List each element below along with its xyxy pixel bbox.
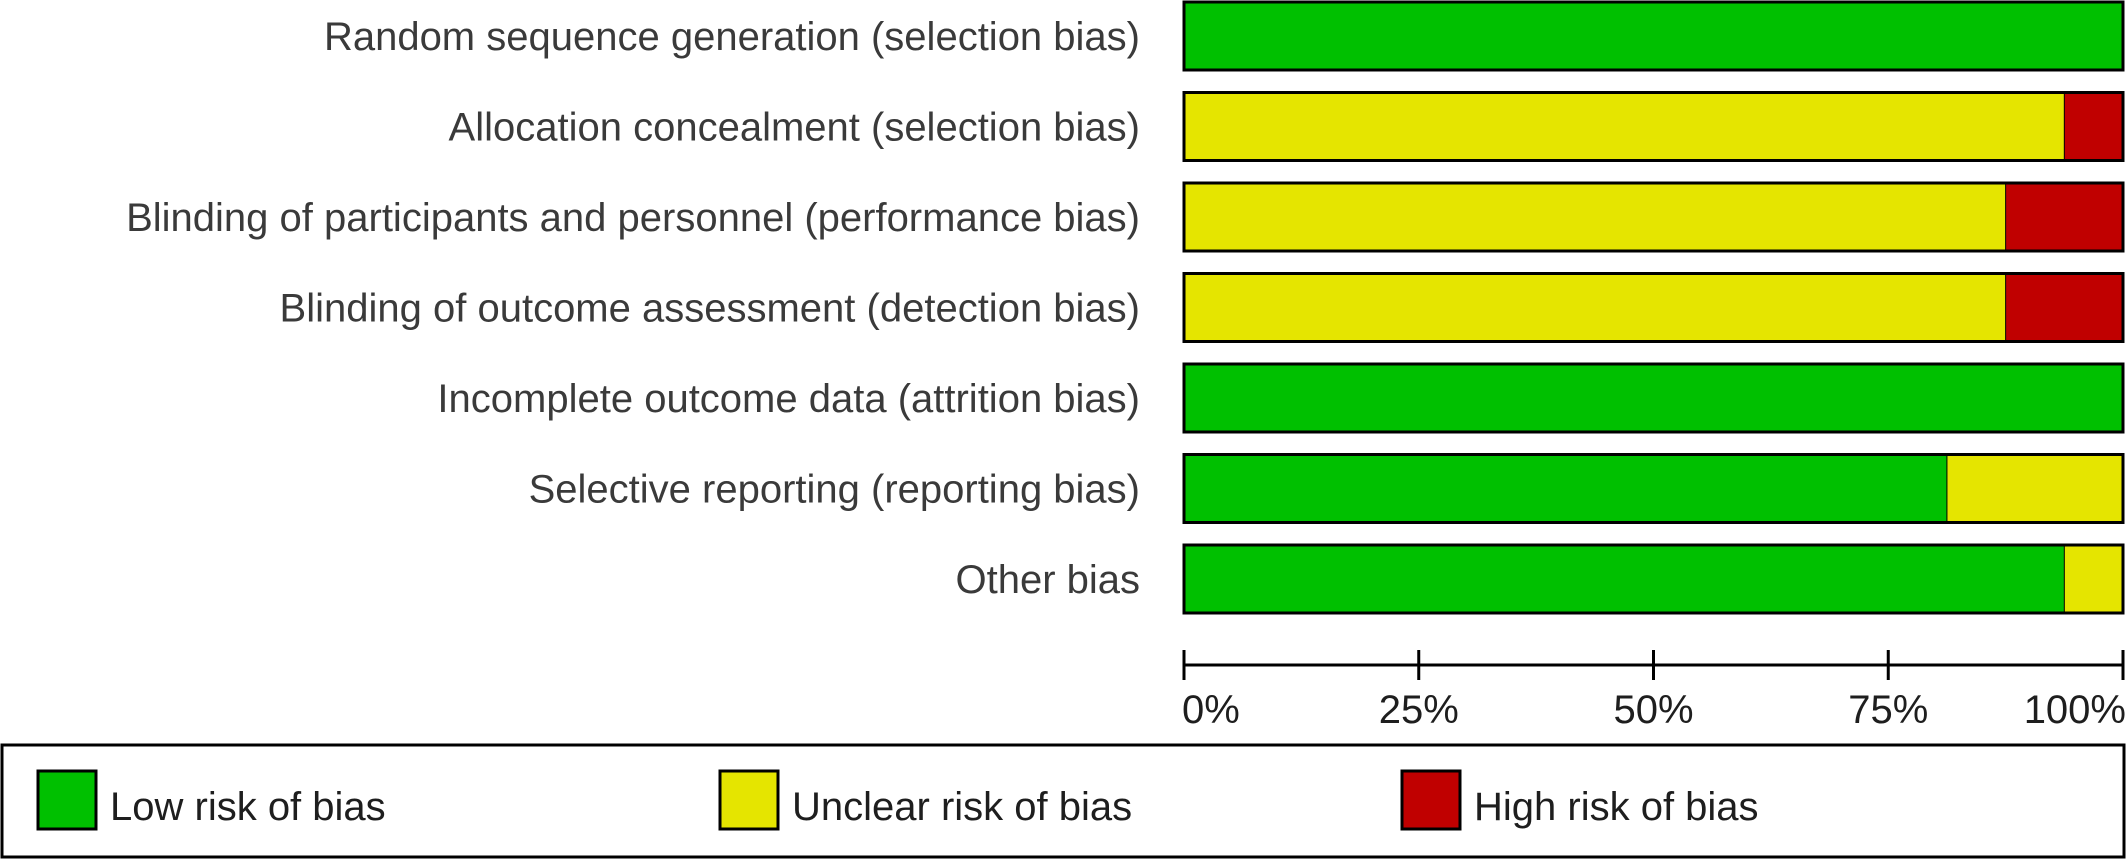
legend-swatch	[36, 769, 98, 831]
x-tick-label: 25%	[1379, 688, 1459, 732]
bar-segment-high-risk-of-bias	[2064, 92, 2123, 161]
legend-label: Low risk of bias	[110, 785, 386, 829]
bar-segment-low-risk-of-bias	[1184, 454, 1947, 523]
bar-outline	[1182, 362, 2125, 434]
category-label: Blinding of outcome assessment (detectio…	[280, 287, 1140, 331]
bar-segment-low-risk-of-bias	[1184, 545, 2065, 613]
x-tick-label: 0%	[1182, 688, 1240, 732]
bar-segment-unclear-risk-of-bias	[1184, 92, 2065, 161]
bar-outline	[1182, 272, 2125, 343]
category-label: Allocation concealment (selection bias)	[449, 106, 1140, 150]
x-axis: 0% 25% 50% 75% 100%	[1182, 650, 2126, 732]
bar-segment-unclear-risk-of-bias	[1184, 273, 2006, 342]
bar-segment-high-risk-of-bias	[2005, 183, 2123, 251]
legend-label: High risk of bias	[1474, 785, 1759, 829]
x-tick-label: 50%	[1613, 688, 1693, 732]
bar-segment-low-risk-of-bias	[1184, 364, 2123, 432]
bar-segment-unclear-risk-of-bias	[1184, 183, 2006, 251]
bar-segment-unclear-risk-of-bias	[2064, 545, 2123, 613]
bar-segment-low-risk-of-bias	[1184, 2, 2123, 70]
legend-label: Unclear risk of bias	[792, 785, 1132, 829]
bar-outline	[1182, 91, 2125, 162]
bar-segment-high-risk-of-bias	[2005, 273, 2123, 342]
category-label: Blinding of participants and personnel (…	[126, 196, 1140, 240]
bar-outline	[1182, 543, 2125, 615]
legend-swatch	[718, 769, 780, 831]
category-label: Selective reporting (reporting bias)	[529, 468, 1140, 512]
x-tick-label: 100%	[2024, 688, 2126, 732]
stacked-bars	[1182, 0, 2125, 615]
category-label: Other bias	[955, 558, 1140, 602]
bar-segment-unclear-risk-of-bias	[1946, 454, 2123, 523]
bar-outline	[1182, 453, 2125, 524]
x-tick-label: 75%	[1848, 688, 1928, 732]
bar-outline	[1182, 181, 2125, 253]
legend-box	[0, 743, 2126, 859]
category-label: Incomplete outcome data (attrition bias)	[437, 377, 1140, 421]
bar-outline	[1182, 0, 2125, 72]
category-labels: Random sequence generation (selection bi…	[126, 15, 1140, 602]
category-label: Random sequence generation (selection bi…	[324, 15, 1140, 59]
legend-swatch	[1400, 769, 1462, 831]
legend: Low risk of bias Unclear risk of bias High…	[0, 743, 2126, 859]
